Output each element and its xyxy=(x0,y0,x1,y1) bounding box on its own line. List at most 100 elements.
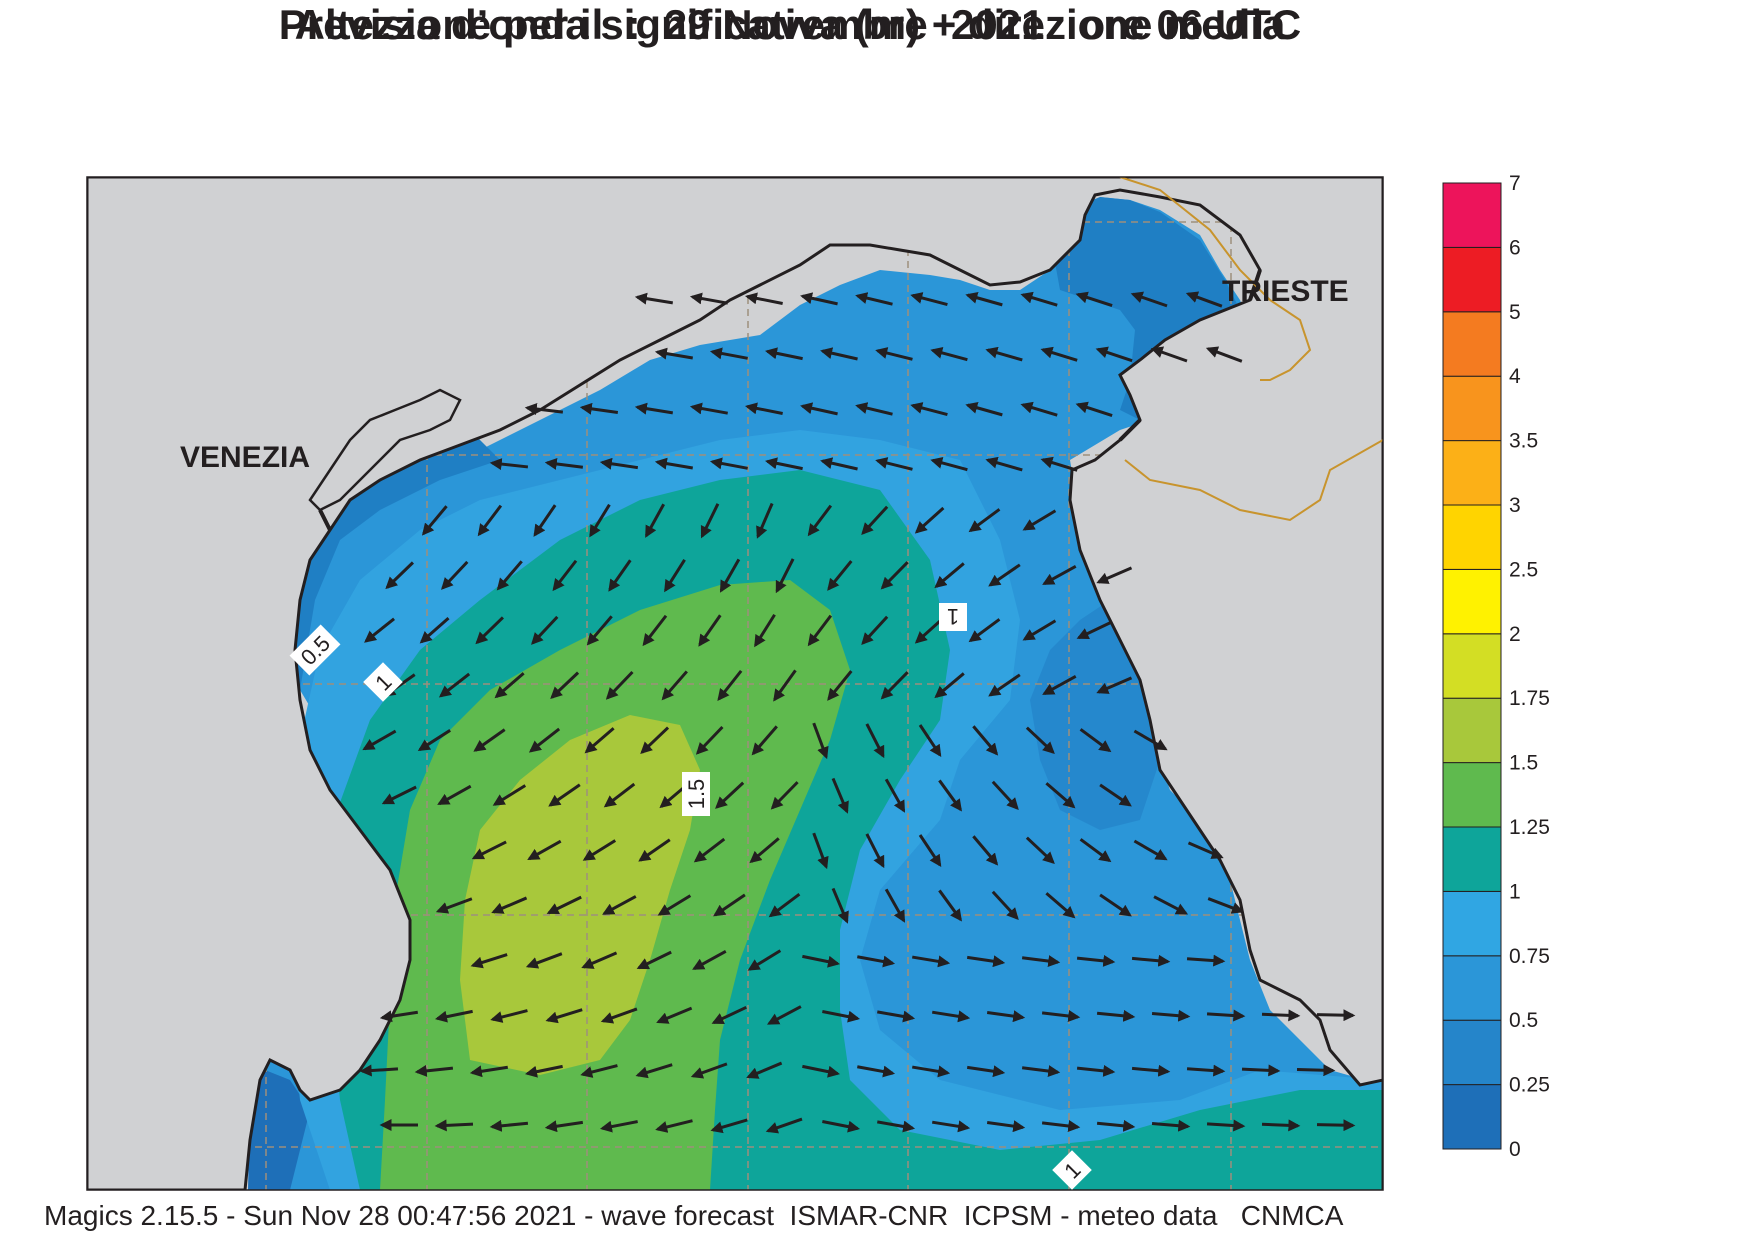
wave-direction-arrow xyxy=(968,508,1001,533)
colorbar-tick-label: 2 xyxy=(1509,623,1521,646)
city-label-venezia: VENEZIA xyxy=(180,441,310,474)
wave-direction-arrow xyxy=(773,669,797,702)
colorbar: 0 0.25 0.5 0.75 1 1.25 1.5 1.75 2 2.5 3 3.5 4 5 6 7 xyxy=(1442,172,1550,1161)
wave-direction-arrow xyxy=(910,402,948,416)
wave-direction-arrow xyxy=(1096,1119,1136,1132)
wave-direction-arrow xyxy=(807,504,833,537)
wave-direction-arrow xyxy=(1316,1119,1356,1132)
wave-direction-arrow xyxy=(544,457,584,470)
wave-direction-arrow xyxy=(381,785,417,805)
wave-direction-arrow xyxy=(715,781,745,809)
wave-direction-arrow xyxy=(710,1118,748,1134)
wave-direction-arrow xyxy=(589,503,611,538)
colorbar-swatch xyxy=(1442,568,1502,635)
wave-direction-arrow xyxy=(820,457,858,471)
wave-direction-arrow xyxy=(525,1064,563,1078)
wave-direction-arrow xyxy=(635,1063,673,1079)
wave-direction-arrow xyxy=(550,671,580,700)
wave-direction-arrow xyxy=(991,890,1019,921)
wave-direction-arrow xyxy=(599,1120,638,1133)
colorbar-tick-label: 1 xyxy=(1509,880,1521,903)
wave-direction-arrow xyxy=(492,784,527,806)
wave-direction-arrow xyxy=(766,1005,802,1025)
wave-direction-arrow xyxy=(865,833,885,869)
wave-direction-arrow xyxy=(831,887,849,924)
colorbar-swatch xyxy=(1442,246,1502,313)
wave-direction-arrow xyxy=(469,1065,509,1078)
colorbar-tick-label: 4 xyxy=(1509,365,1521,388)
wave-direction-arrow xyxy=(934,562,965,589)
wave-direction-arrow xyxy=(692,950,727,970)
wave-direction-arrow xyxy=(1099,893,1132,917)
wave-direction-arrow xyxy=(938,889,962,922)
wave-direction-arrow xyxy=(580,1064,618,1078)
wave-direction-arrow xyxy=(1151,1009,1191,1022)
wave-direction-arrow xyxy=(496,560,523,591)
wave-direction-arrow xyxy=(434,1119,474,1132)
wave-direction-arrow xyxy=(966,1065,1006,1078)
wave-direction-arrow xyxy=(693,837,726,863)
wave-direction-arrow xyxy=(419,616,450,644)
wave-direction-arrow xyxy=(880,671,909,700)
wave-direction-arrow xyxy=(531,615,559,645)
wave-direction-arrow xyxy=(1042,564,1077,586)
wave-direction-arrow xyxy=(770,781,799,810)
wave-direction-arrow xyxy=(855,402,893,416)
wave-direction-arrow xyxy=(822,1010,861,1023)
wave-direction-arrow xyxy=(965,291,1003,307)
colorbar-tick-label: 5 xyxy=(1509,301,1521,324)
colorbar-swatch xyxy=(1442,1084,1502,1150)
wave-direction-arrow xyxy=(754,613,776,648)
wave-direction-arrow xyxy=(657,894,692,916)
wave-direction-arrow xyxy=(775,558,795,594)
wave-direction-arrow xyxy=(1241,1064,1281,1077)
wave-direction-arrow xyxy=(525,952,563,969)
wave-direction-arrow xyxy=(700,503,720,539)
wave-direction-arrow xyxy=(656,1006,693,1024)
wave-direction-arrow xyxy=(918,724,942,757)
wave-direction-arrow xyxy=(800,292,838,306)
colorbar-tick-label: 0 xyxy=(1509,1138,1521,1161)
wave-direction-arrow xyxy=(827,670,853,701)
wave-direction-arrow xyxy=(747,949,782,971)
wave-direction-arrow xyxy=(545,1008,583,1024)
wave-direction-arrow xyxy=(1131,954,1171,967)
wave-direction-arrow xyxy=(1041,1120,1081,1132)
wave-direction-arrow xyxy=(1079,728,1112,753)
colorbar-tick-label: 3 xyxy=(1509,494,1521,517)
wave-direction-arrow xyxy=(831,777,849,814)
wave-direction-arrow xyxy=(489,458,529,471)
wave-direction-arrow xyxy=(1020,291,1058,307)
contour-label-3: 1 xyxy=(939,603,967,631)
wave-direction-arrow xyxy=(719,558,741,593)
wave-direction-arrow xyxy=(857,1065,896,1078)
contour-label-2: 1 xyxy=(363,662,403,702)
wave-direction-arrow xyxy=(640,726,670,755)
wave-direction-arrow xyxy=(1042,674,1077,696)
wave-direction-arrow xyxy=(1316,1009,1356,1022)
wave-direction-arrow xyxy=(473,728,506,752)
colorbar-swatch xyxy=(1442,633,1502,699)
wave-direction-arrow xyxy=(441,560,469,590)
wave-direction-arrow xyxy=(1022,619,1057,641)
wave-direction-arrow xyxy=(713,893,746,917)
wave-direction-arrow xyxy=(435,1009,473,1023)
colorbar-tick-label: 1.75 xyxy=(1509,687,1550,710)
wave-direction-arrow xyxy=(552,559,578,592)
wave-direction-arrow xyxy=(1041,1010,1081,1022)
wave-direction-arrow xyxy=(717,669,743,702)
colorbar-swatch xyxy=(1442,762,1502,828)
wave-direction-arrow xyxy=(414,1064,454,1077)
wave-direction-arrow xyxy=(1095,346,1133,363)
wave-direction-arrow xyxy=(1205,346,1243,363)
wave-direction-arrow xyxy=(602,895,637,915)
wave-direction-arrow xyxy=(765,457,803,471)
wave-direction-arrow xyxy=(1045,892,1076,919)
wave-direction-arrow xyxy=(608,559,632,592)
wave-direction-arrow xyxy=(857,955,896,968)
wave-direction-arrow xyxy=(1020,401,1058,417)
wave-direction-arrow xyxy=(744,292,783,305)
colorbar-tick-label: 1.5 xyxy=(1509,752,1538,775)
wave-direction-arrow xyxy=(988,563,1021,587)
wave-direction-arrow xyxy=(645,503,665,538)
